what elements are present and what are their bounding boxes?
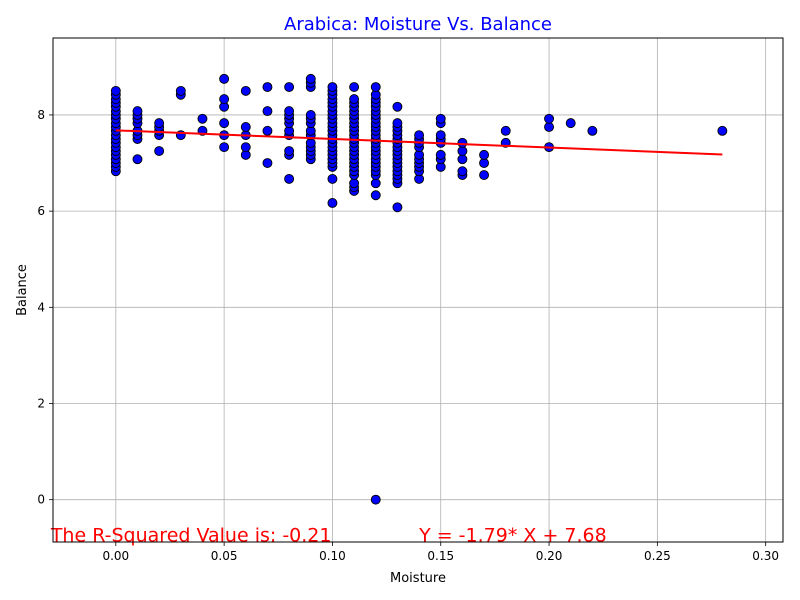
data-point: [175, 85, 186, 96]
data-point: [284, 173, 295, 184]
x-tick-label: 0.10: [319, 549, 346, 563]
data-point: [370, 82, 381, 93]
data-point: [305, 109, 316, 120]
data-point: [717, 125, 728, 136]
y-tick-label: 0: [37, 493, 45, 507]
r-squared-annotation: The R-Squared Value is: -0.21: [50, 525, 332, 547]
x-tick-label: 0.15: [427, 549, 454, 563]
data-point: [132, 154, 143, 165]
data-point: [262, 158, 273, 168]
data-point: [284, 146, 295, 156]
data-point: [219, 118, 230, 129]
annotations: The R-Squared Value is: -0.21 Y = -1.79* …: [50, 525, 607, 547]
data-point: [219, 142, 230, 153]
data-point: [370, 190, 381, 201]
data-point: [154, 146, 165, 156]
data-point: [587, 125, 598, 136]
data-point: [197, 113, 208, 124]
y-tick-label: 6: [37, 204, 45, 218]
x-axis-label: Moisture: [390, 571, 446, 586]
data-point: [349, 178, 360, 189]
data-point: [219, 73, 230, 84]
data-point: [370, 494, 381, 505]
data-point: [544, 113, 555, 124]
data-point: [479, 149, 490, 160]
grid-lines: [53, 38, 783, 542]
data-point: [457, 154, 468, 165]
x-tick-label: 0.00: [102, 549, 129, 563]
y-axis-ticks: 0 2 4 6 8: [37, 108, 53, 507]
x-tick-label: 0.30: [752, 549, 779, 563]
data-point: [327, 198, 338, 208]
data-point: [392, 118, 403, 129]
data-point: [327, 82, 338, 93]
data-point: [479, 170, 490, 181]
data-point: [392, 202, 403, 213]
data-point: [435, 149, 446, 160]
data-point: [457, 137, 468, 148]
regression-line: [115, 129, 723, 156]
data-point: [132, 106, 143, 117]
data-point: [262, 125, 273, 136]
data-point: [284, 82, 295, 93]
equation-annotation: Y = -1.79* X + 7.68: [418, 525, 607, 547]
y-axis-label: Balance: [15, 264, 30, 316]
y-tick-label: 8: [37, 108, 45, 122]
data-point: [500, 125, 511, 136]
data-point: [110, 85, 121, 96]
data-points: [110, 73, 728, 505]
data-point: [262, 82, 273, 93]
x-tick-label: 0.25: [644, 549, 671, 563]
data-point: [219, 94, 230, 105]
y-tick-label: 4: [37, 300, 45, 314]
data-point: [349, 82, 360, 93]
data-point: [565, 118, 576, 129]
data-point: [154, 118, 165, 129]
x-tick-label: 0.05: [211, 549, 238, 563]
x-axis-ticks: 0.00 0.05 0.10 0.15 0.20 0.25 0.30: [102, 542, 779, 563]
data-point: [262, 106, 273, 117]
data-point: [240, 122, 251, 132]
regression-line-group: [115, 129, 723, 156]
plot-frame: [52, 37, 784, 543]
data-point: [349, 94, 360, 105]
data-point: [435, 130, 446, 141]
data-point: [457, 166, 468, 177]
data-point: [457, 146, 468, 156]
chart-title: Arabica: Moisture Vs. Balance: [284, 14, 552, 35]
data-point: [240, 142, 251, 153]
x-tick-label: 0.20: [536, 549, 563, 563]
data-point: [392, 101, 403, 112]
data-point: [544, 122, 555, 132]
data-point: [479, 158, 490, 168]
data-point: [327, 173, 338, 184]
data-point: [240, 85, 251, 96]
data-point: [435, 113, 446, 124]
data-point: [414, 130, 425, 141]
y-tick-label: 2: [37, 396, 45, 410]
data-point: [305, 73, 316, 84]
data-point: [284, 106, 295, 117]
data-point: [370, 178, 381, 189]
